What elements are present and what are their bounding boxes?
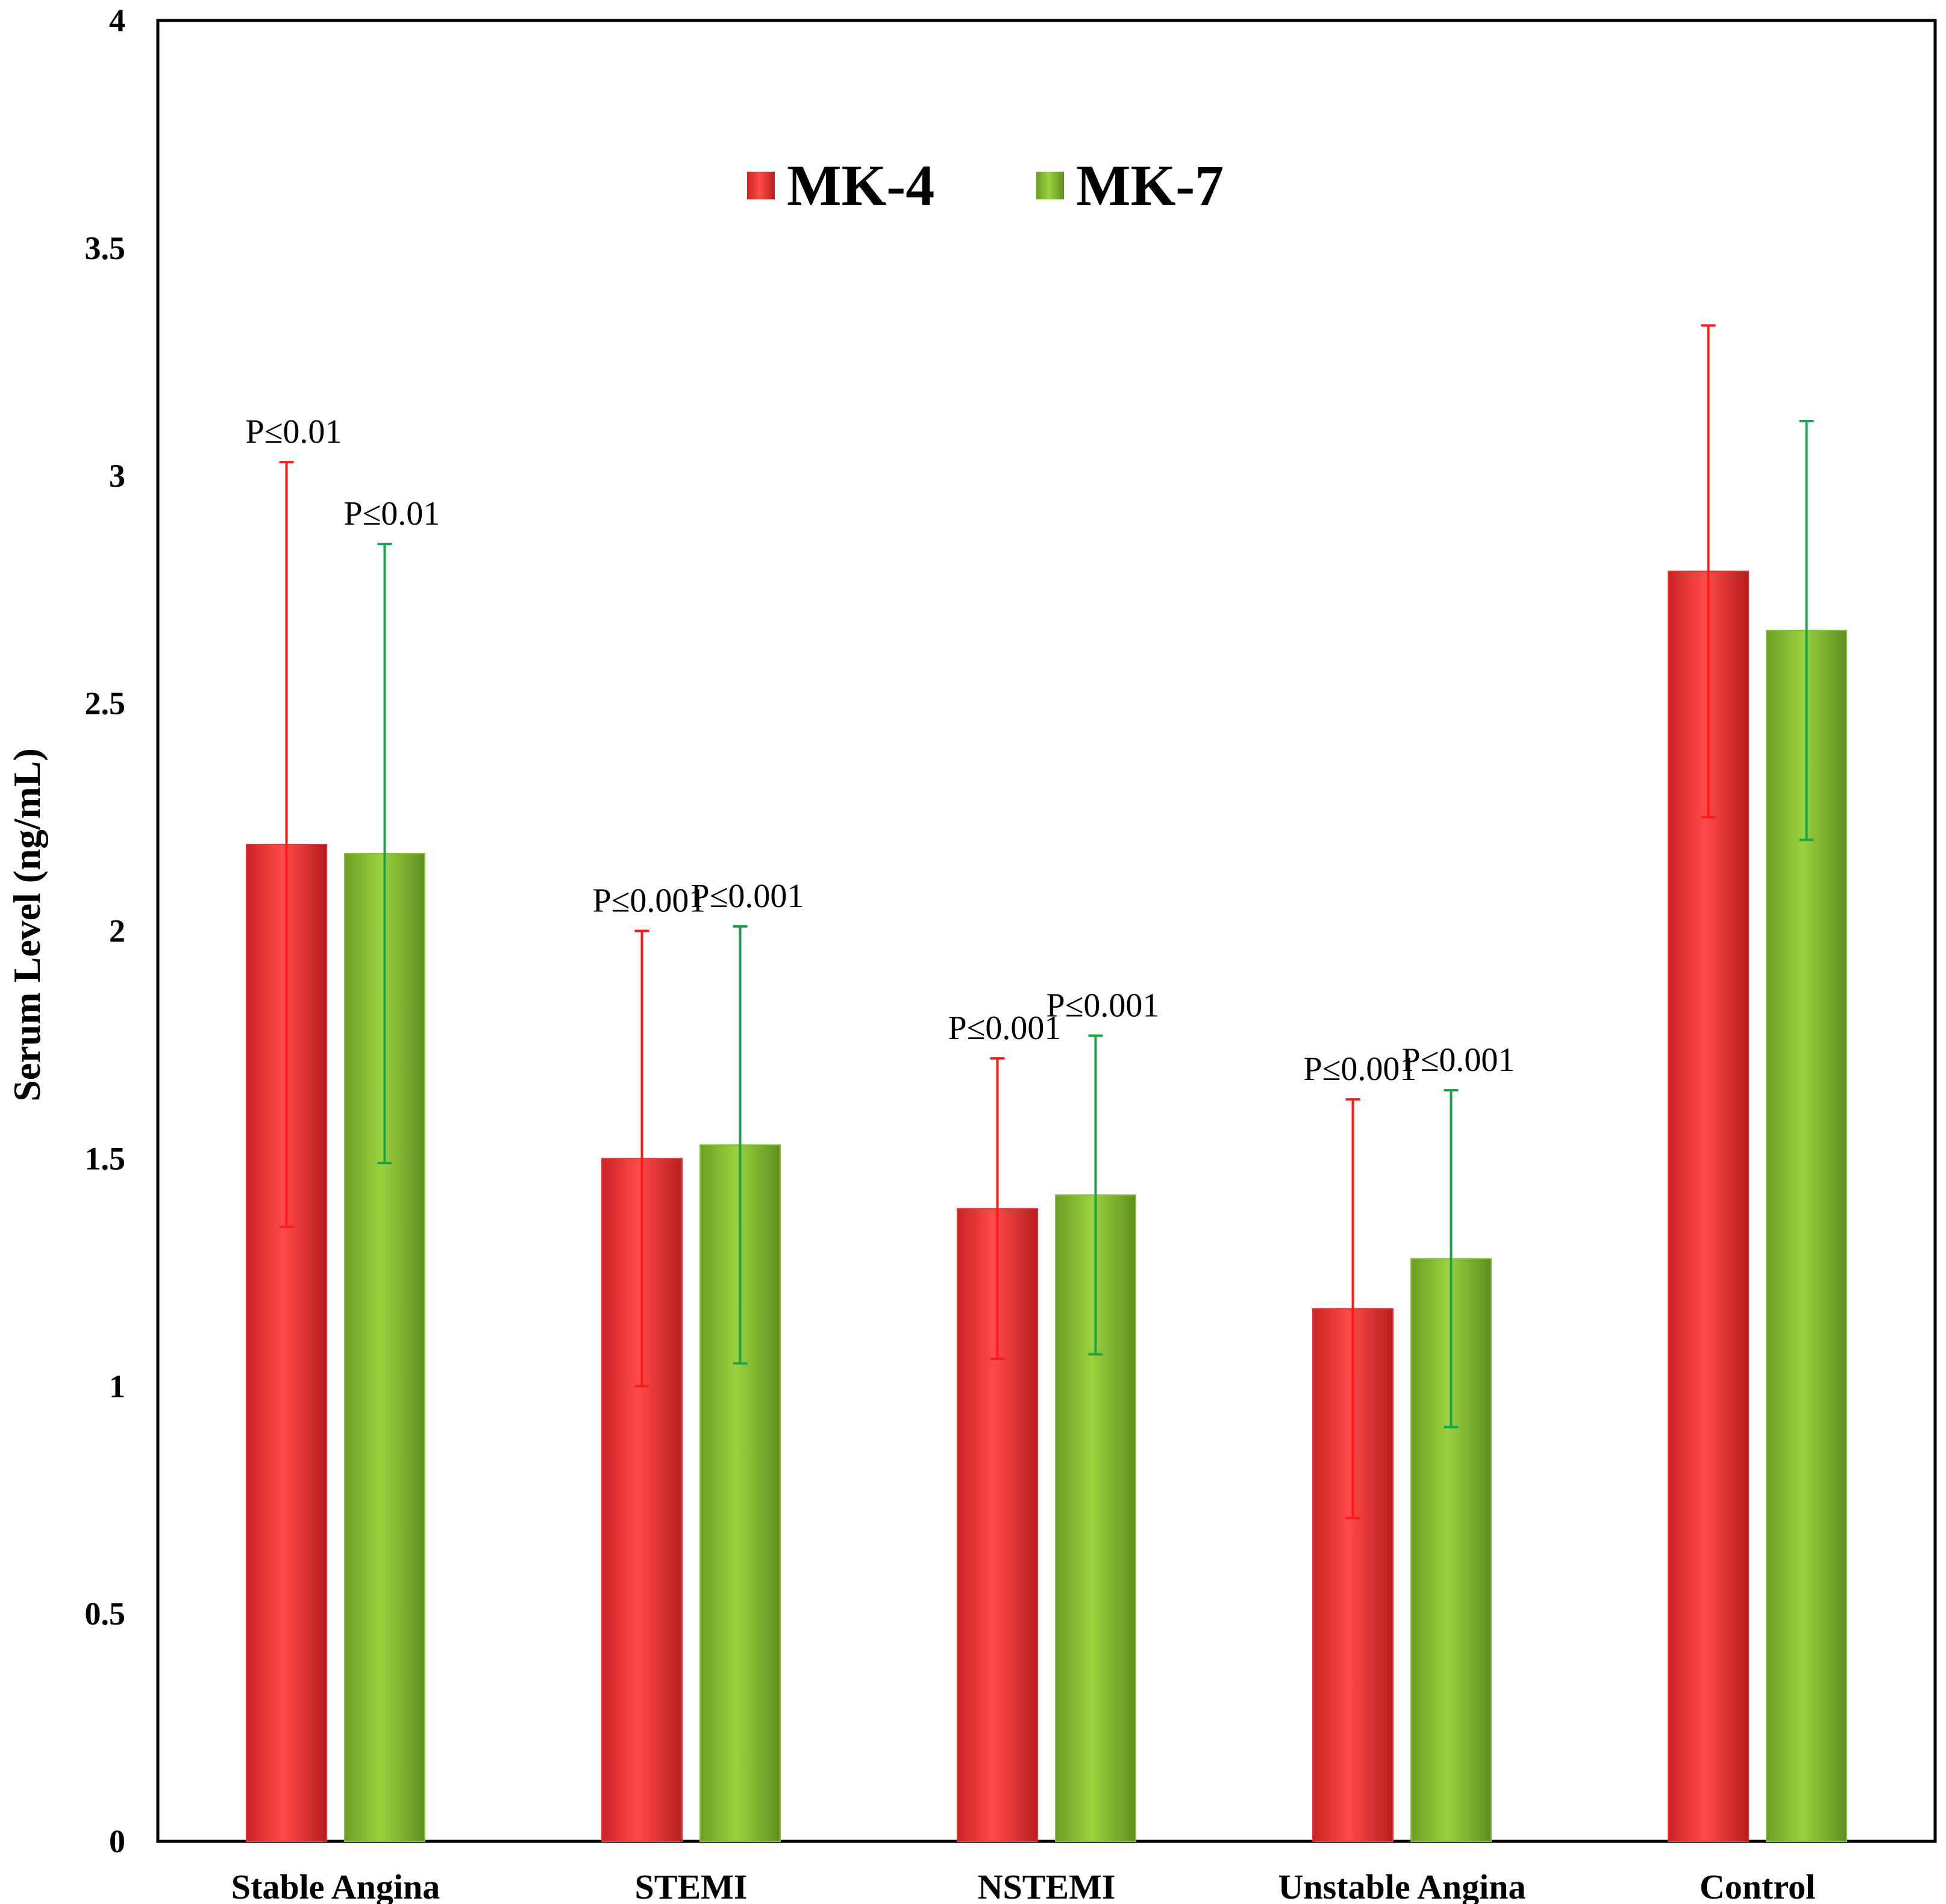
x-category-label: Control [1700, 1867, 1815, 1904]
p-value-label: P≤0.001 [1402, 1041, 1515, 1079]
y-tick-label: 2 [109, 913, 125, 949]
p-value-label: P≤0.001 [691, 878, 804, 915]
legend-label: MK-4 [787, 153, 934, 217]
x-category-label: Unstable Angina [1278, 1867, 1526, 1904]
y-axis-title: Serum Level (ng/mL) [5, 748, 48, 1102]
p-value-label: P≤0.001 [1047, 987, 1160, 1024]
y-tick-label: 2.5 [85, 685, 126, 722]
p-value-label: P≤0.01 [344, 495, 440, 532]
p-value-label: P≤0.001 [948, 1010, 1062, 1047]
x-category-label: NSTEMI [978, 1867, 1116, 1904]
x-category-label: STEMI [635, 1867, 748, 1904]
legend-label: MK-7 [1076, 153, 1224, 217]
plot-frame [156, 19, 1937, 1843]
y-tick-label: 0 [109, 1823, 125, 1859]
y-tick-label: 4 [109, 2, 125, 39]
p-value-label: P≤0.01 [246, 413, 342, 451]
legend-swatch-mk4 [747, 172, 775, 199]
legend-swatch-mk7 [1036, 172, 1064, 199]
p-value-label: P≤0.001 [1304, 1050, 1417, 1088]
y-tick-label: 1 [109, 1368, 125, 1404]
p-value-label: P≤0.001 [593, 882, 706, 920]
x-category-label: Stable Angina [231, 1867, 440, 1904]
y-tick-label: 1.5 [85, 1140, 126, 1176]
y-tick-label: 3 [109, 458, 125, 494]
y-tick-label: 3.5 [85, 230, 126, 266]
y-tick-label: 0.5 [85, 1596, 126, 1632]
